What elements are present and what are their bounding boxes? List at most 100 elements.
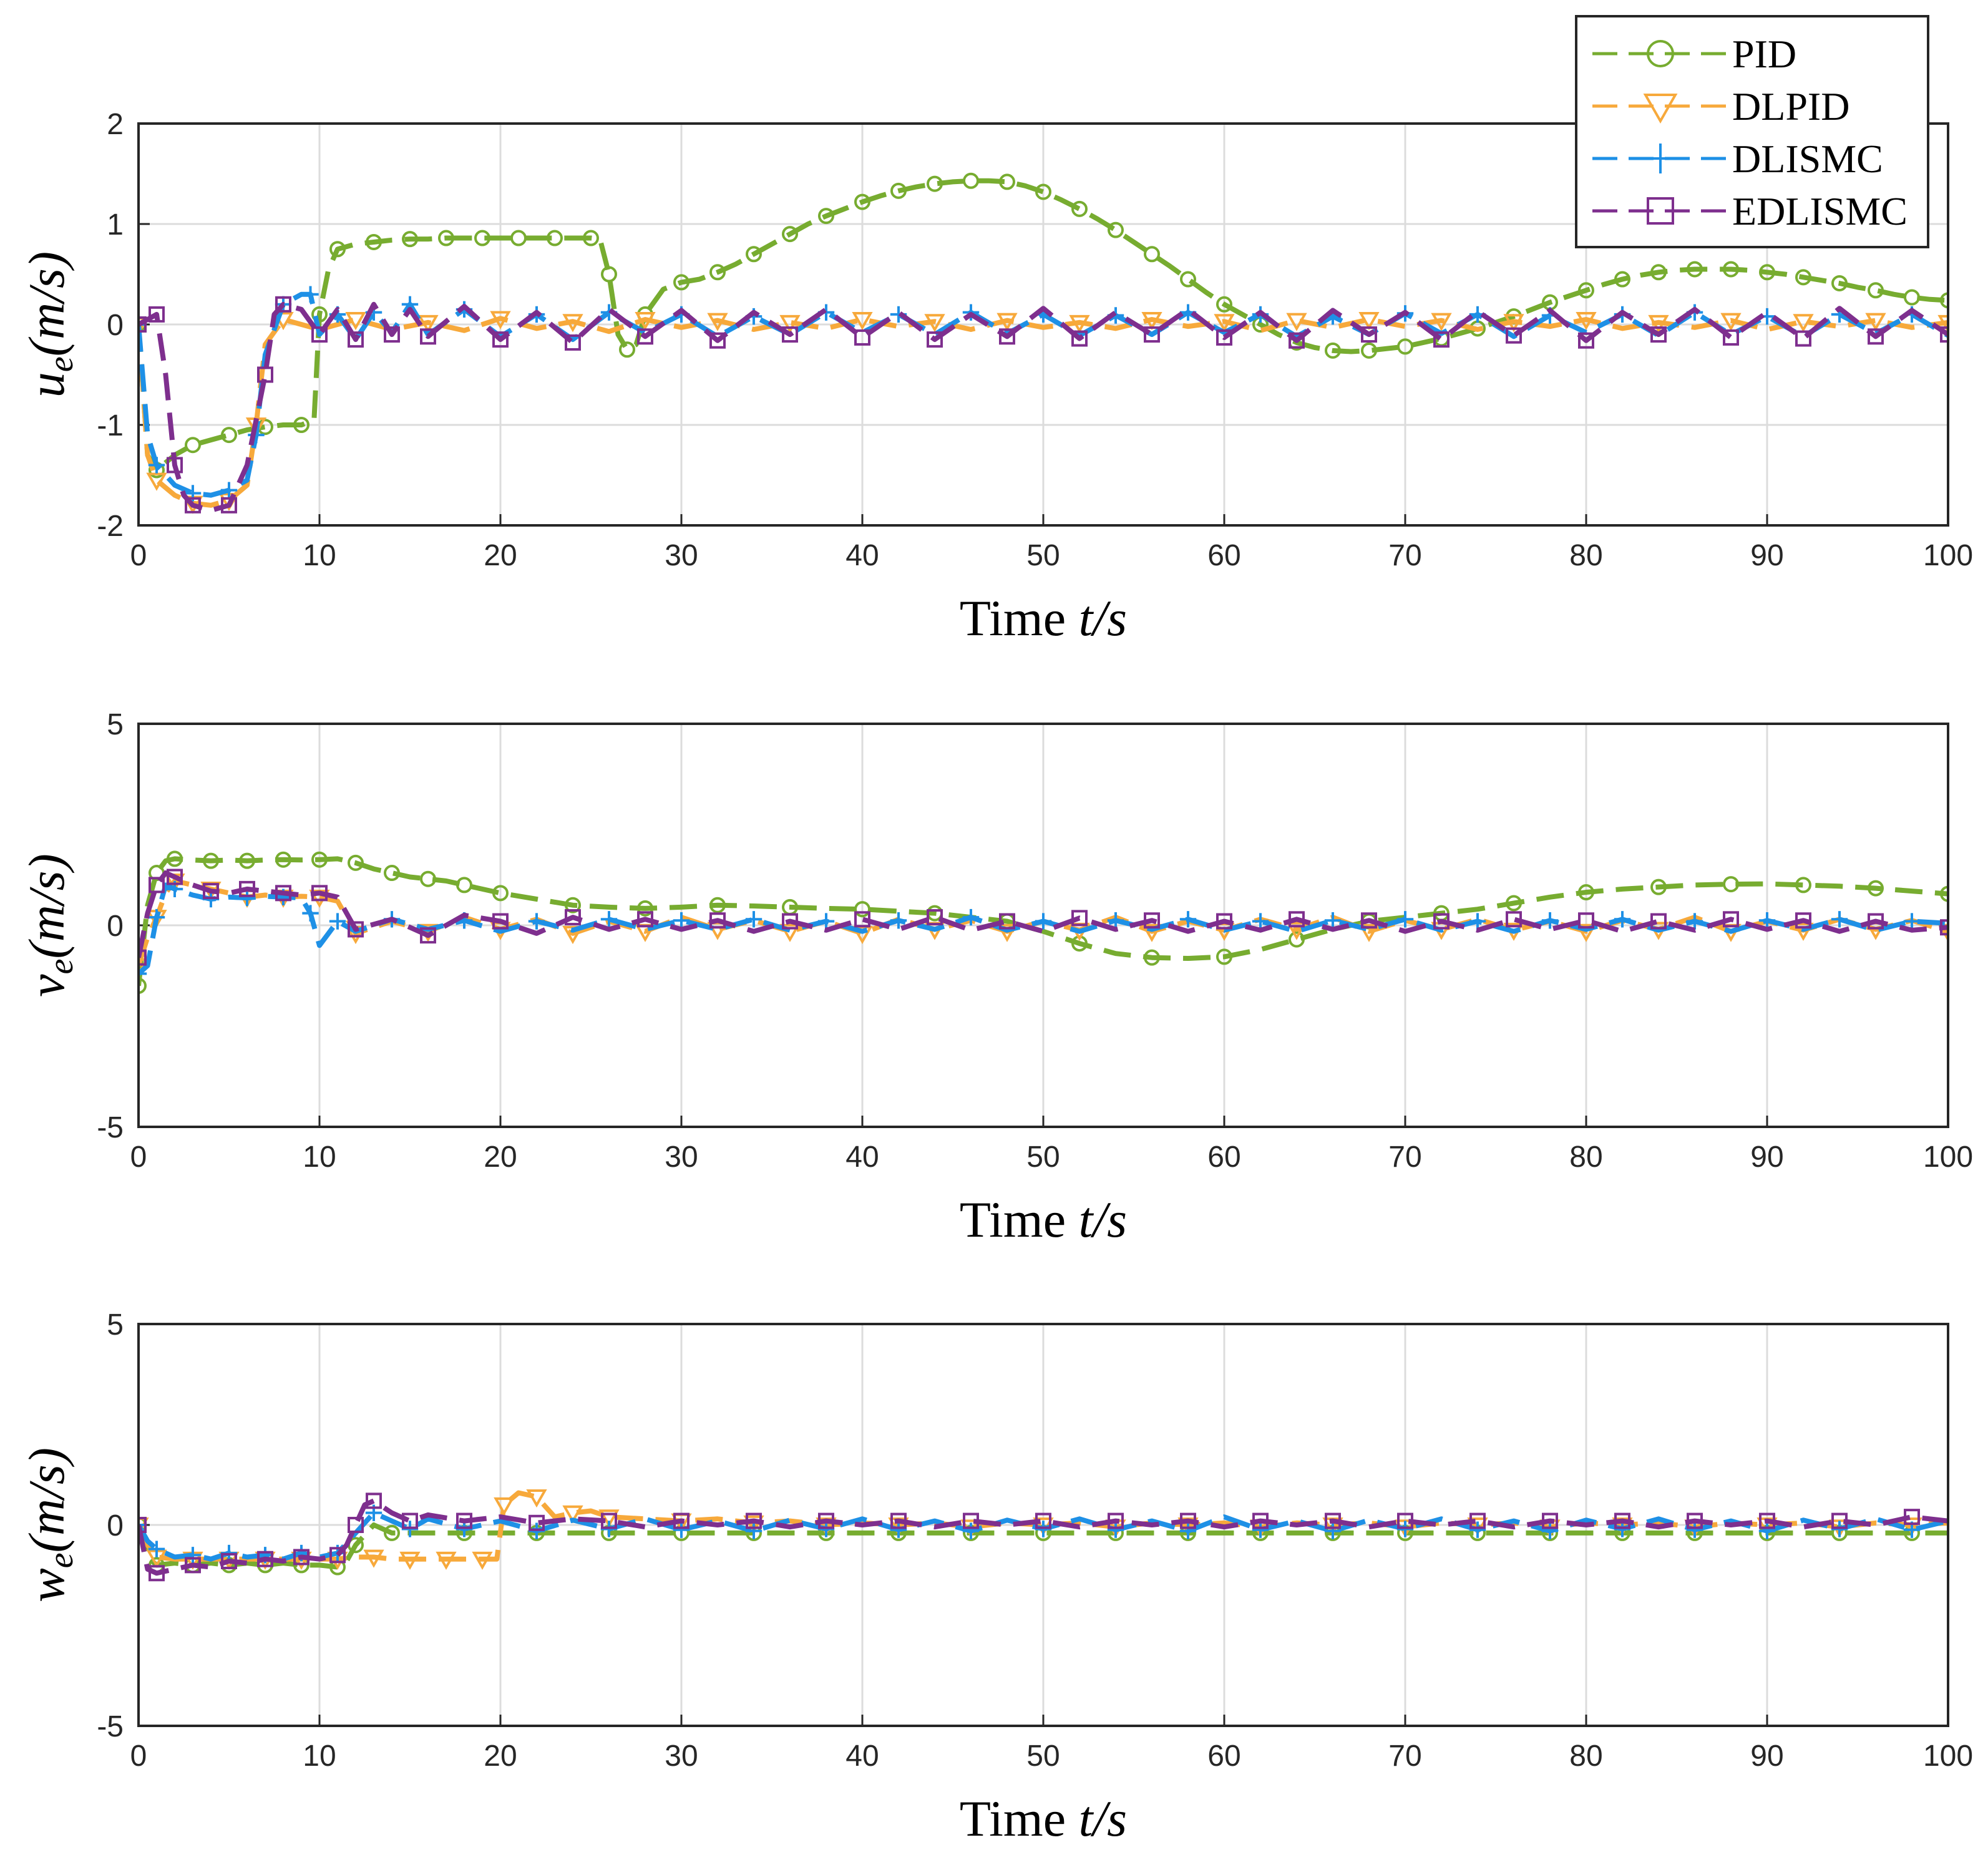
y-tick-label: -1 <box>97 409 124 442</box>
data-point-edlismc <box>139 1517 147 1533</box>
data-point-dlpid <box>490 311 511 329</box>
data-point-edlismc <box>854 911 870 928</box>
y-tick-label: -5 <box>97 1111 124 1144</box>
data-point-dlismc <box>1252 913 1269 930</box>
data-point-pid <box>1831 275 1848 291</box>
data-point-dlpid <box>345 312 366 331</box>
data-point-edlismc <box>529 1514 545 1531</box>
data-point-pid <box>782 226 798 243</box>
data-point-pid <box>185 437 201 454</box>
data-point-edlismc <box>1795 912 1811 929</box>
data-point-edlismc <box>1180 1512 1196 1529</box>
y-tick-label: 1 <box>107 208 124 241</box>
data-point-edlismc <box>637 911 653 928</box>
data-point-dlismc <box>148 908 165 926</box>
data-point-pid <box>384 865 400 882</box>
data-point-pid <box>1180 271 1196 288</box>
legend-label-dlismc: DLISMC <box>1732 137 1883 181</box>
data-point-edlismc <box>1795 330 1811 347</box>
y-tick-label: 2 <box>107 108 124 141</box>
data-point-pid <box>818 208 834 225</box>
data-point-edlismc <box>1868 913 1884 930</box>
data-point-pid <box>565 897 581 913</box>
data-point-edlismc <box>492 913 509 930</box>
series-line-dlpid <box>139 316 1948 508</box>
data-point-dlpid <box>779 923 801 942</box>
x-axis-label-word: Time <box>960 1790 1079 1847</box>
data-point-dlpid <box>472 1551 493 1570</box>
data-point-dlismc <box>1541 1522 1559 1539</box>
data-point-pid <box>1071 200 1088 217</box>
data-point-dlpid <box>707 313 728 331</box>
x-tick-label: 10 <box>303 539 336 572</box>
data-point-dlismc <box>890 912 907 929</box>
data-point-pid <box>1578 884 1594 901</box>
data-point-edlismc <box>565 909 581 926</box>
data-point-dlismc <box>1686 1521 1703 1538</box>
data-point-edlismc <box>257 366 273 383</box>
x-axis-label-symbol: t/s <box>1079 1790 1127 1847</box>
x-tick-label: 50 <box>1026 1141 1060 1174</box>
data-point-dlpid <box>1286 313 1307 331</box>
x-tick-label: 40 <box>845 1141 879 1174</box>
data-point-pid <box>1795 877 1811 893</box>
data-point-dlismc <box>1686 913 1703 930</box>
data-point-dlismc <box>1903 913 1921 930</box>
y-axis-label-main: v <box>18 974 75 997</box>
y-axis-label: we(m/s) <box>18 1448 80 1602</box>
legend-marker-dlpid <box>1643 94 1678 124</box>
data-point-dlismc <box>817 913 835 930</box>
data-point-edlismc <box>275 885 291 902</box>
y-axis-label: ve(m/s) <box>18 854 80 997</box>
y-tick-label: 0 <box>107 1509 124 1542</box>
data-point-dlpid <box>779 314 801 334</box>
data-point-dlpid <box>598 1509 620 1528</box>
data-point-dlpid <box>707 922 728 940</box>
data-point-dlismc <box>673 912 690 929</box>
x-axis-label-symbol: t/s <box>1079 1191 1127 1248</box>
x-tick-label: 60 <box>1207 1740 1240 1773</box>
data-point-dlismc <box>1396 911 1414 928</box>
data-point-edlismc <box>1614 1512 1630 1529</box>
data-point-dlismc <box>148 457 165 474</box>
data-point-pid <box>1397 338 1413 355</box>
data-point-edlismc <box>1759 1512 1775 1529</box>
data-point-edlismc <box>139 949 147 966</box>
data-point-pid <box>456 877 472 893</box>
data-point-edlismc <box>221 1552 237 1569</box>
legend-entries: PID DLPID DLISMC EDLISMC <box>1592 32 1908 233</box>
x-tick-label: 40 <box>845 539 879 572</box>
series-edlismc <box>139 296 1948 514</box>
data-point-dlpid <box>1069 314 1090 334</box>
data-point-dlpid <box>1141 923 1162 942</box>
data-point-dlismc <box>302 905 319 922</box>
axes-box <box>137 1323 1949 1727</box>
x-tick-label: 70 <box>1388 539 1421 572</box>
data-point-edlismc <box>818 1512 834 1529</box>
data-point-dlismc <box>139 316 147 333</box>
x-tick-labels: 0 10 20 30 40 50 60 70 80 90 100 <box>130 539 1973 572</box>
data-point-dlismc <box>139 965 147 982</box>
data-point-dlismc <box>302 286 319 303</box>
data-point-edlismc <box>1940 919 1948 936</box>
data-point-pid <box>311 306 328 323</box>
data-point-pid <box>1325 342 1341 359</box>
x-tick-label: 80 <box>1569 539 1602 572</box>
data-point-pid <box>1723 261 1739 278</box>
data-point-pid <box>474 230 490 246</box>
legend-marker-pid <box>1647 40 1674 67</box>
data-point-edlismc <box>1831 1512 1848 1529</box>
data-point-edlismc <box>167 457 183 474</box>
data-point-pid <box>203 852 219 869</box>
data-point-edlismc <box>1397 1512 1413 1529</box>
data-point-pid <box>420 870 436 887</box>
y-tick-label: -2 <box>97 510 124 543</box>
data-point-edlismc <box>1071 330 1088 347</box>
data-point-dlpid <box>1214 314 1235 333</box>
data-point-dlismc <box>1179 911 1197 928</box>
data-point-pid <box>619 341 635 358</box>
data-point-edlismc <box>149 1565 165 1582</box>
series-pid <box>139 172 1948 479</box>
data-point-edlismc <box>1144 326 1160 343</box>
data-point-edlismc <box>348 331 364 348</box>
